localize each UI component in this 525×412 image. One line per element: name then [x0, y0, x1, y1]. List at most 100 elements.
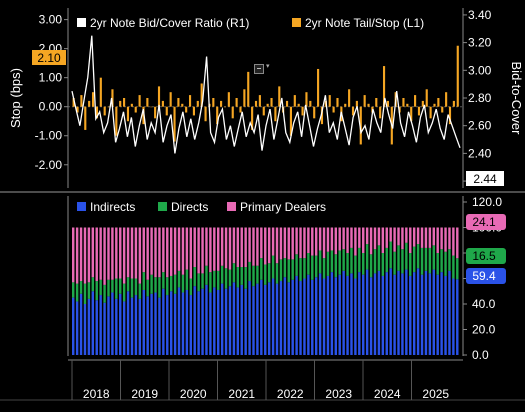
last-directs-badge: [466, 248, 506, 264]
primary-dealers-bar: [385, 227, 388, 248]
directs-bar: [126, 277, 130, 292]
directs-bar: [283, 258, 287, 278]
directs-bar: [130, 278, 134, 298]
stop-bar: [285, 100, 289, 107]
stop-bar: [445, 92, 448, 107]
stop-bar: [123, 98, 126, 107]
primary-dealers-bar: [107, 227, 110, 280]
indirects-bar: [385, 272, 388, 355]
directs-bar: [260, 258, 263, 280]
stop-bar: [181, 103, 184, 107]
primary-dealers-bar: [72, 227, 75, 283]
directs-bar: [299, 258, 302, 282]
indirects-bar: [224, 288, 228, 355]
stop-bar: [204, 106, 207, 122]
directs-bar: [197, 273, 200, 292]
directs-bar: [428, 247, 432, 274]
primary-dealers-bar: [365, 227, 369, 245]
primary-dealers-bar: [209, 227, 212, 273]
indirects-bar: [99, 295, 102, 355]
chevron-down-icon[interactable]: ▾: [266, 63, 270, 70]
stop-bar: [278, 86, 281, 107]
directs-bar: [185, 269, 189, 290]
primary-dealers-bar: [220, 227, 224, 266]
left-axis-title: Stop (bps): [8, 68, 23, 128]
primary-dealers-bar: [322, 227, 326, 259]
primary-dealers-bar: [456, 227, 459, 259]
stop-bar: [91, 92, 95, 107]
primary-dealers-bar: [197, 227, 200, 274]
indirects-bar: [412, 272, 416, 355]
stop-bar: [293, 95, 296, 107]
directs-bar: [256, 265, 259, 284]
stop-bar: [251, 106, 254, 130]
directs-bar: [311, 255, 314, 280]
indirects-bar: [271, 278, 275, 355]
directs-bar: [228, 269, 232, 287]
indirects-bar: [444, 275, 447, 355]
directs-bar: [217, 270, 220, 290]
bidder-share-panel: 120.0100.080.060.040.020.00.0 Indirects …: [67, 195, 506, 362]
last-primary-dealers-badge: [466, 214, 506, 230]
legend-label-tail-stop: 2yr Note Tail/Stop (L1): [305, 16, 424, 30]
indirects-bar: [267, 282, 271, 355]
indirects-bar: [115, 298, 118, 355]
stop-bar: [223, 106, 227, 108]
stop-bar: [173, 106, 176, 142]
last-primary-dealers-value: 24.1: [472, 215, 496, 229]
primary-dealers-bar: [444, 227, 447, 252]
stop-bar: [305, 92, 308, 107]
primary-dealers-bar: [122, 227, 126, 284]
x-tick-label: 2019: [131, 387, 158, 401]
directs-bar: [342, 249, 345, 271]
primary-dealers-bar: [342, 227, 345, 250]
indirects-bar: [311, 279, 314, 355]
stop-bar: [375, 98, 378, 107]
directs-bar: [119, 278, 122, 294]
primary-dealers-bar: [377, 227, 381, 246]
stop-bar: [363, 95, 366, 107]
primary-dealers-bar: [279, 227, 283, 260]
legend-swatch-primary-dealers: [227, 202, 236, 211]
indirects-bar: [369, 277, 373, 355]
stop-bar: [138, 95, 141, 107]
indirects-bar: [252, 286, 255, 355]
primary-dealers-bar: [217, 227, 220, 271]
primary-dealers-bar: [256, 227, 259, 266]
primary-dealers-bar: [83, 227, 87, 284]
primary-dealers-bar: [275, 227, 279, 264]
panel-menu-icon[interactable]: [254, 64, 264, 74]
indirects-bar: [287, 282, 290, 355]
primary-dealers-bar: [334, 227, 338, 255]
indirects-bar: [365, 269, 369, 355]
indirects-bar: [103, 302, 106, 355]
indirects-bar: [169, 291, 173, 355]
directs-bar: [397, 245, 400, 271]
primary-dealers-bar: [267, 227, 271, 264]
stop-bar: [192, 106, 195, 116]
left-tick-label: -1.00: [35, 129, 63, 143]
directs-bar: [358, 247, 361, 273]
primary-dealers-bar: [303, 227, 306, 259]
primary-dealers-bar: [119, 227, 122, 279]
indirects-bar: [197, 291, 200, 355]
indirects-bar: [318, 273, 322, 355]
directs-bar: [99, 279, 102, 296]
stop-bar: [313, 106, 316, 119]
stop-bar: [161, 100, 164, 107]
primary-dealers-bar: [236, 227, 240, 268]
directs-bar: [213, 270, 216, 288]
directs-bar: [409, 253, 412, 276]
legend-label-indirects: Indirects: [90, 200, 135, 214]
stop-bar: [344, 103, 347, 107]
primary-dealers-bar: [428, 227, 432, 248]
directs-bar: [389, 241, 392, 269]
x-tick-label: 2020: [180, 387, 207, 401]
primary-dealers-bar: [295, 227, 298, 255]
stop-bar: [154, 106, 157, 119]
directs-bar: [138, 283, 142, 299]
directs-bar: [115, 278, 118, 299]
directs-bar: [169, 275, 173, 292]
stop-bar: [107, 106, 110, 108]
primary-dealers-bar: [436, 227, 439, 253]
